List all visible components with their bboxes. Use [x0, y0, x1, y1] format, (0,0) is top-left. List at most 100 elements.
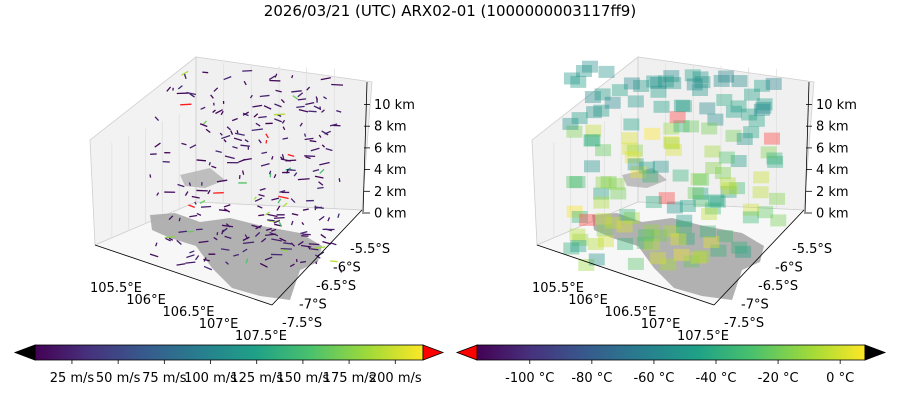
wind-barb [292, 75, 293, 78]
voxel [638, 229, 654, 241]
wind-barb [237, 130, 238, 133]
voxel [720, 177, 736, 189]
z-tick-label: 8 km [374, 120, 407, 135]
x-tick-label: 107.5°E [677, 329, 729, 344]
voxel [644, 128, 660, 140]
colorbar-tick-label: -20 °C [758, 371, 799, 386]
voxel [693, 174, 709, 186]
z-tick-label: 2 km [816, 185, 849, 200]
y-tick-label: -7.5°S [724, 316, 764, 331]
z-tick-label: 8 km [816, 120, 849, 135]
colorbar-tick-label: 150 m/s [277, 371, 330, 386]
voxel [769, 193, 785, 205]
voxel [664, 137, 680, 149]
colorbar-under-extension [457, 345, 477, 360]
voxel [562, 118, 578, 130]
voxel [628, 258, 644, 270]
voxel [694, 250, 710, 262]
wind-barb [308, 111, 316, 112]
voxel [699, 102, 715, 114]
voxel [715, 167, 731, 179]
voxel [628, 95, 644, 107]
figure-title: 2026/03/21 (UTC) ARX02-01 (1000000003117… [0, 2, 900, 20]
voxel [744, 89, 760, 101]
voxel [617, 221, 633, 233]
voxel [593, 197, 609, 209]
voxel [676, 221, 692, 233]
wind-barb [298, 179, 310, 180]
voxel [755, 102, 771, 114]
z-tick-label: 4 km [816, 163, 849, 178]
voxel [617, 238, 633, 250]
z-tick-label: 0 km [816, 207, 849, 222]
colorbar-tick-label: 75 m/s [142, 371, 187, 386]
voxel [598, 235, 614, 247]
voxel [570, 240, 586, 252]
voxel [584, 160, 600, 172]
voxel [717, 230, 733, 242]
colorbar-tick-label: 100 m/s [184, 371, 237, 386]
wind-barb [309, 244, 320, 245]
voxel [673, 170, 689, 182]
wind-barb [201, 206, 211, 207]
voxel [731, 242, 747, 254]
voxel [700, 226, 716, 238]
voxel [687, 78, 703, 90]
z-tick-label: 6 km [374, 141, 407, 156]
wind-barb [339, 178, 340, 182]
x-tick-label: 107°E [199, 317, 239, 332]
voxel [665, 77, 681, 89]
wind-barb [197, 160, 206, 161]
voxel [704, 145, 720, 157]
voxel [753, 186, 769, 198]
voxel [564, 72, 580, 84]
y-tick-label: -6°S [333, 261, 361, 276]
wind-barb [274, 218, 285, 219]
x-tick-label: 106°E [568, 293, 608, 308]
wind-barb [274, 114, 285, 115]
voxel [719, 152, 735, 164]
colorbar-tick-label: -80 °C [571, 371, 612, 386]
voxel [569, 176, 585, 188]
voxel [764, 133, 780, 145]
voxel [726, 106, 742, 118]
wind-barb [202, 72, 208, 73]
voxel [701, 122, 717, 134]
voxel [670, 233, 686, 245]
z-tick-label: 4 km [374, 163, 407, 178]
x-tick-label: 107.5°E [235, 329, 287, 344]
voxel [718, 71, 734, 83]
z-tick-label: 10 km [816, 98, 857, 113]
voxel [770, 214, 786, 226]
z-tick-label: 10 km [374, 98, 415, 113]
colorbar-tick-label: -60 °C [633, 371, 674, 386]
voxel [650, 252, 666, 264]
wind-barb [285, 160, 296, 161]
voxel [688, 187, 704, 199]
y-tick-label: -6°S [775, 261, 803, 276]
voxel [621, 132, 637, 144]
voxel [743, 211, 759, 223]
voxel [612, 84, 628, 96]
y-tick-label: -5.5°S [792, 242, 832, 257]
colorbar-tick-label: 175 m/s [323, 371, 376, 386]
z-tick-label: 0 km [374, 207, 407, 222]
voxel [628, 158, 644, 170]
wind-barb [331, 85, 343, 86]
colorbar-tick-label: -40 °C [696, 371, 737, 386]
y-tick-label: -7°S [741, 298, 769, 313]
wind-barb [302, 234, 311, 235]
voxel [743, 126, 759, 138]
wind-barb [281, 249, 292, 250]
colorbar-under-extension [15, 345, 35, 360]
z-tick-label: 2 km [374, 185, 407, 200]
y-tick-label: -7°S [299, 298, 327, 313]
wind-barb [331, 243, 336, 245]
wind-barb [180, 104, 191, 105]
voxel [646, 196, 662, 208]
voxel [766, 152, 782, 164]
voxel [598, 66, 614, 78]
voxel [579, 214, 595, 226]
